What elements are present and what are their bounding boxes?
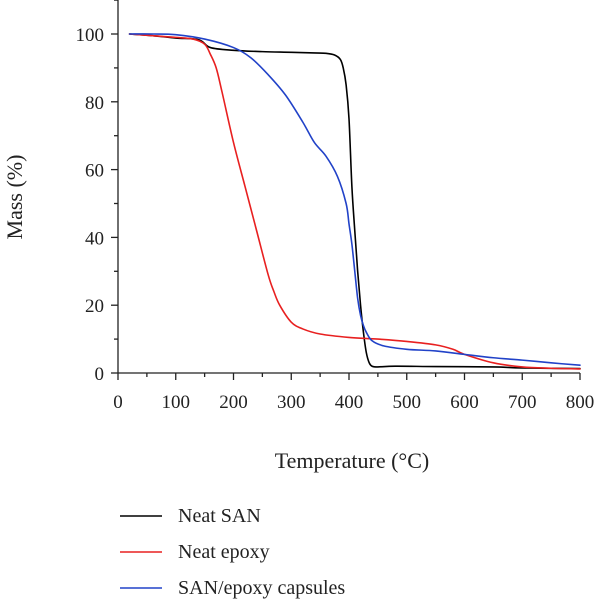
y-axis-ticks: 0 20 40 60 80 100 bbox=[76, 0, 118, 385]
x-tick-label: 800 bbox=[566, 392, 595, 413]
y-axis-title: Mass (%) bbox=[2, 155, 27, 240]
legend-label: Neat SAN bbox=[178, 505, 261, 527]
series-line-neat-epoxy bbox=[128, 33, 581, 370]
y-tick-label: 40 bbox=[85, 228, 104, 249]
x-tick-label: 0 bbox=[113, 392, 123, 413]
legend-item: Neat epoxy bbox=[120, 541, 270, 563]
series-line-neat-san bbox=[128, 33, 581, 370]
legend-label: SAN/epoxy capsules bbox=[178, 577, 345, 599]
y-tick-label: 60 bbox=[85, 161, 104, 182]
legend-item: SAN/epoxy capsules bbox=[120, 577, 345, 599]
x-tick-label: 700 bbox=[508, 392, 537, 413]
y-tick-label: 0 bbox=[95, 364, 105, 385]
x-tick-label: 300 bbox=[277, 392, 306, 413]
plot-area: 0 100 200 300 400 500 600 700 800 0 20 40 60 80 100 bbox=[76, 0, 594, 413]
x-tick-label: 500 bbox=[393, 392, 422, 413]
y-tick-label: 80 bbox=[85, 93, 104, 114]
x-tick-label: 200 bbox=[219, 392, 248, 413]
y-tick-label: 100 bbox=[76, 25, 105, 46]
legend-item: Neat SAN bbox=[120, 505, 261, 527]
x-axis-title: Temperature (°C) bbox=[275, 448, 429, 473]
x-tick-label: 600 bbox=[450, 392, 479, 413]
legend-label: Neat epoxy bbox=[178, 541, 270, 563]
series-layer bbox=[128, 33, 581, 370]
x-tick-label: 100 bbox=[162, 392, 191, 413]
y-tick-label: 20 bbox=[85, 296, 104, 317]
x-axis-ticks: 0 100 200 300 400 500 600 700 800 bbox=[113, 373, 594, 413]
legend: Neat SAN Neat epoxy SAN/epoxy capsules bbox=[120, 505, 345, 599]
x-tick-label: 400 bbox=[335, 392, 364, 413]
series-line-san-epoxy-capsules bbox=[128, 33, 581, 366]
